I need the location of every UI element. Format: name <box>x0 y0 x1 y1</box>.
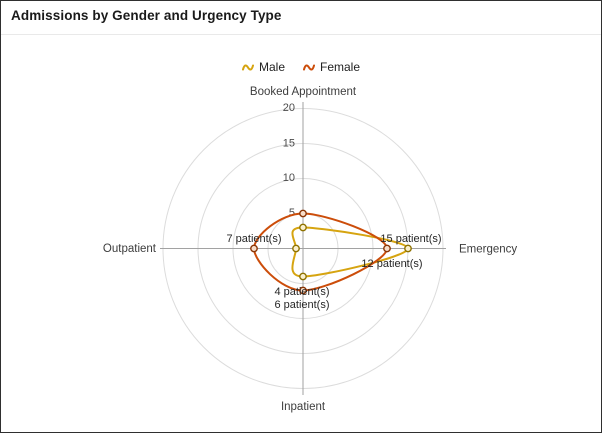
tick-15: 15 <box>283 138 295 150</box>
tick-20: 20 <box>283 102 295 114</box>
data-point-marker[interactable] <box>299 209 307 218</box>
point-label-male-emergency: 15 patient(s) <box>380 233 441 245</box>
chart-legend: Male Female <box>1 60 601 74</box>
point-label-female-outpatient: 7 patient(s) <box>226 233 281 245</box>
axis-label-booked-appointment: Booked Appointment <box>250 86 357 98</box>
tick-5: 5 <box>289 207 295 219</box>
data-point-marker[interactable] <box>250 244 258 253</box>
series-markers-male[interactable] <box>292 223 412 281</box>
data-point-marker[interactable] <box>292 244 300 253</box>
point-labels: 7 patient(s) 15 patient(s) 12 patient(s)… <box>226 233 441 311</box>
point-label-female-emergency: 12 patient(s) <box>361 258 422 270</box>
data-point-marker[interactable] <box>299 286 307 295</box>
legend-item-female[interactable]: Female <box>303 60 360 74</box>
title-divider <box>1 34 601 35</box>
category-labels: Booked Appointment Emergency Inpatient O… <box>103 86 517 413</box>
point-label-male-inpatient: 4 patient(s) <box>274 286 329 298</box>
wave-series-icon <box>303 63 315 71</box>
wave-series-icon <box>241 63 254 71</box>
data-point-marker[interactable] <box>404 244 412 253</box>
radial-tick-labels: 20 15 10 5 <box>283 102 295 219</box>
data-point-marker[interactable] <box>383 244 391 253</box>
data-point-marker[interactable] <box>299 223 307 232</box>
axis-label-emergency: Emergency <box>459 244 517 256</box>
legend-label-female: Female <box>320 60 361 74</box>
tick-10: 10 <box>283 172 295 184</box>
category-axes <box>160 102 446 395</box>
series-path-female[interactable] <box>252 212 389 292</box>
data-point-marker[interactable] <box>299 272 307 281</box>
point-label-female-inpatient: 6 patient(s) <box>274 299 329 311</box>
axis-label-inpatient: Inpatient <box>281 401 326 413</box>
series-markers-female[interactable] <box>250 209 391 295</box>
axis-label-outpatient: Outpatient <box>103 243 157 255</box>
chart-title: Admissions by Gender and Urgency Type <box>11 8 282 23</box>
legend-item-male[interactable]: Male <box>241 60 285 74</box>
legend-label-male: Male <box>258 60 285 74</box>
